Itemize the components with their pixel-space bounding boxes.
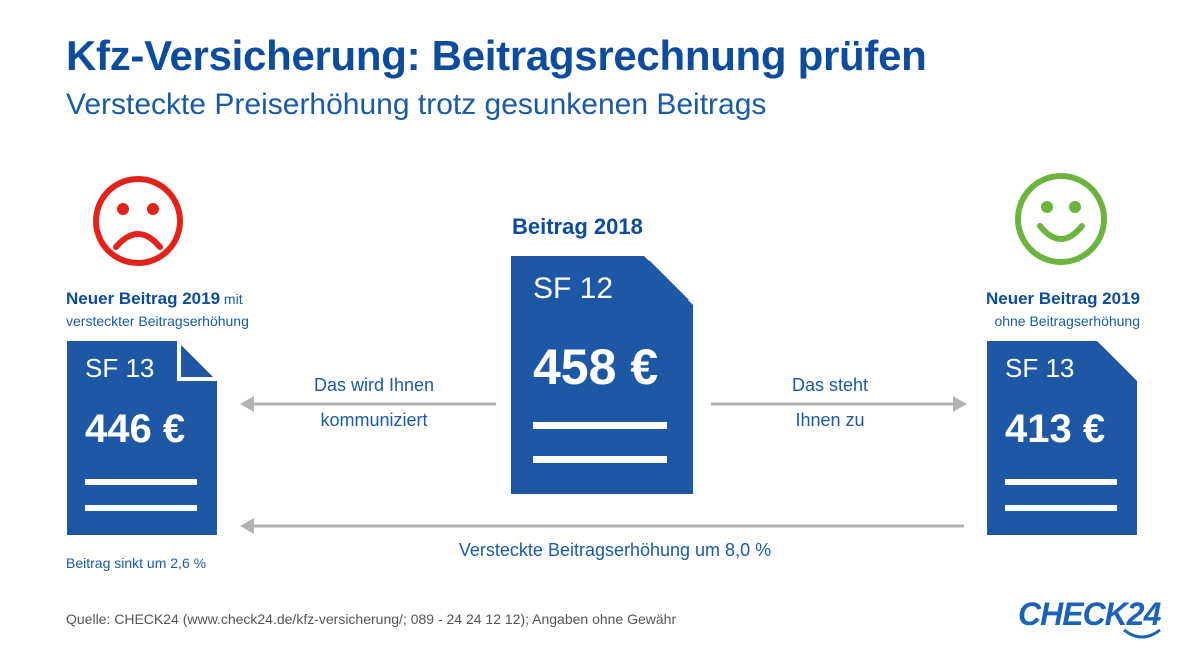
- left-footnote: Beitrag sinkt um 2,6 %: [66, 555, 207, 571]
- center-document: SF 12 458 €: [511, 256, 693, 494]
- left-document-shape: [67, 341, 217, 535]
- center-document-shape: [511, 256, 693, 494]
- source-note: Quelle: CHECK24 (www.check24.de/kfz-vers…: [66, 611, 677, 627]
- center-sf: SF 12: [533, 272, 614, 305]
- bottom-arrow: [240, 518, 964, 534]
- page-title: Kfz-Versicherung: Beitragsrechnung prüfe…: [66, 32, 927, 79]
- center-price: 458 €: [533, 339, 659, 395]
- left-subline: versteckter Beitragserhöhung: [66, 313, 249, 329]
- logo-swoosh-icon: [1123, 628, 1161, 639]
- bottom-arrow-text: Versteckte Beitragserhöhung um 8,0 %: [458, 540, 772, 560]
- sad-face-icon: [93, 176, 183, 266]
- right-arrow-line1: Das steht: [791, 375, 869, 395]
- right-document-shape: [987, 341, 1137, 535]
- left-arrow-line2: kommuniziert: [320, 410, 428, 430]
- page-subtitle: Versteckte Preiserhöhung trotz gesunkene…: [66, 88, 767, 121]
- right-price: 413 €: [1005, 407, 1106, 451]
- left-arrow-line1: Das wird Ihnen: [313, 375, 435, 395]
- right-subline: ohne Beitragserhöhung: [994, 313, 1140, 329]
- left-price: 446 €: [85, 407, 186, 451]
- left-arrow: [240, 396, 496, 412]
- left-heading: Neuer Beitrag 2019 mit: [66, 289, 243, 309]
- right-sf: SF 13: [1005, 353, 1075, 383]
- check24-logo: CHECK24: [1018, 596, 1161, 632]
- right-document: SF 13 413 €: [987, 341, 1137, 535]
- center-heading: Beitrag 2018: [512, 214, 643, 239]
- right-heading: Neuer Beitrag 2019: [985, 289, 1140, 308]
- left-sf: SF 13: [85, 353, 155, 383]
- left-heading-bold: Neuer Beitrag 2019: [66, 289, 221, 308]
- left-heading-rest: mit: [220, 291, 243, 307]
- left-document: SF 13 446 €: [67, 341, 217, 535]
- happy-face-icon: [1015, 173, 1107, 265]
- right-arrow-line2: Ihnen zu: [795, 410, 865, 430]
- right-arrow: [711, 396, 967, 412]
